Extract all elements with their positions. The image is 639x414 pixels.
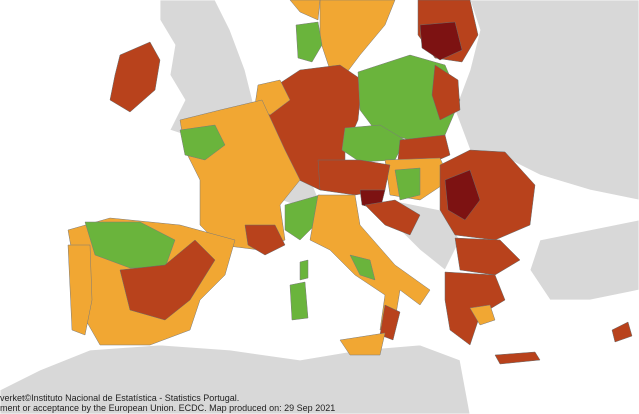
ireland xyxy=(109,41,161,113)
romania-dark xyxy=(444,169,481,221)
spain-centre xyxy=(119,239,216,321)
france-south xyxy=(244,224,286,256)
bulgaria xyxy=(454,237,521,276)
cyprus xyxy=(611,321,633,343)
portugal xyxy=(67,244,93,336)
croatia xyxy=(364,199,421,236)
crete xyxy=(494,351,541,365)
sardinia xyxy=(289,281,309,321)
attribution-line: ment or acceptance by the European Union… xyxy=(0,403,335,413)
corsica xyxy=(299,259,309,281)
calabria xyxy=(379,304,401,341)
denmark xyxy=(295,21,323,63)
italy-centre xyxy=(349,254,376,281)
attribution-line: verket©Instituto Nacional de Estatística… xyxy=(0,393,239,403)
hungary-west xyxy=(394,167,421,201)
poland-east xyxy=(431,64,461,121)
greece-attica xyxy=(469,304,496,326)
france-brittany xyxy=(179,124,226,161)
baltic-dark xyxy=(419,21,463,61)
norway-coast xyxy=(289,0,321,21)
sicily xyxy=(339,332,386,356)
